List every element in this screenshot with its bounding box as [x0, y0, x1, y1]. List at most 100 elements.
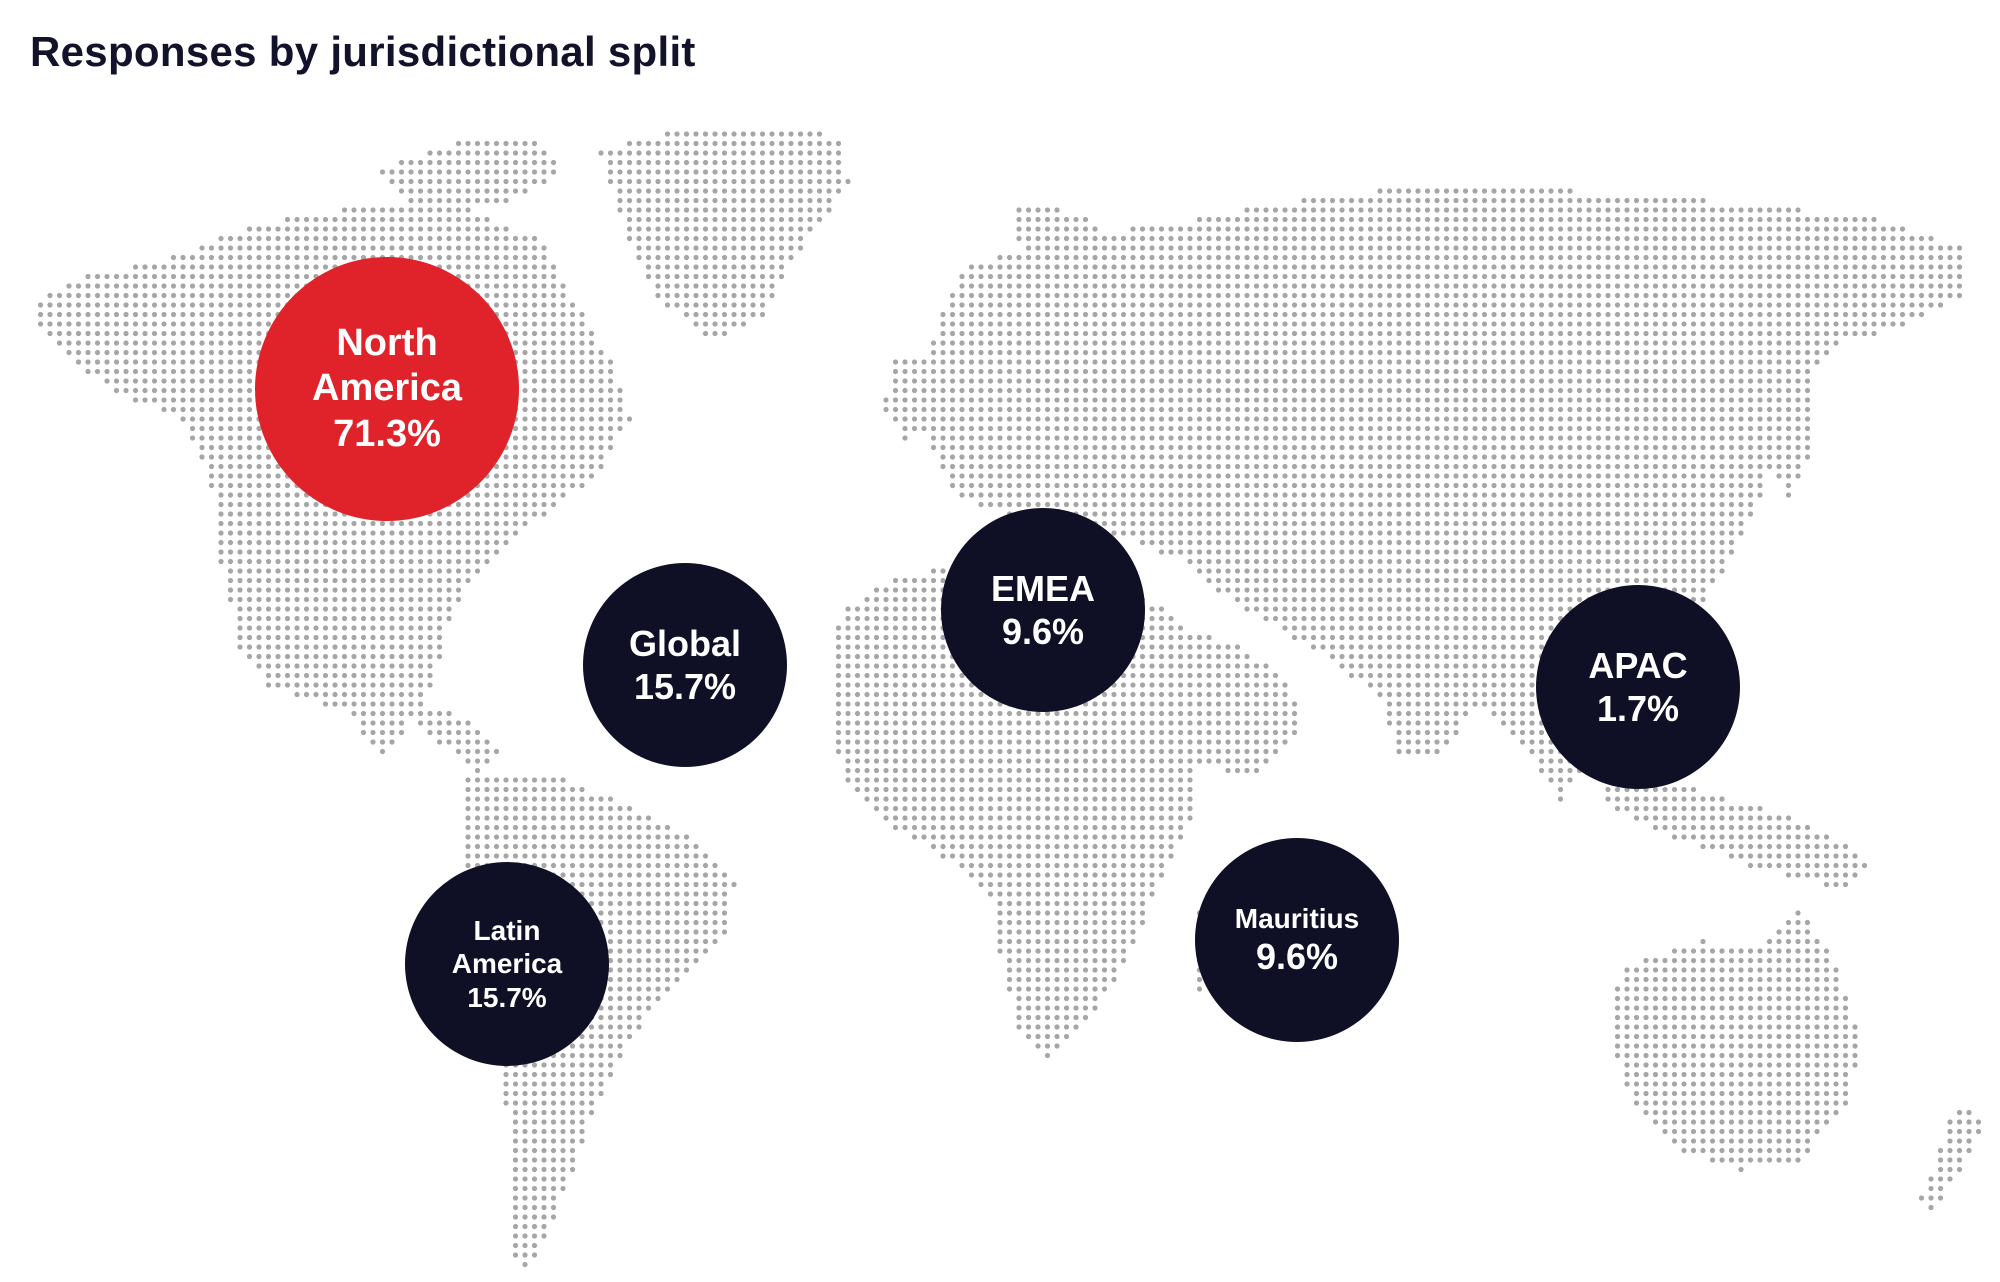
map-dot	[1681, 283, 1687, 289]
map-dot	[1567, 292, 1573, 299]
map-dot	[1624, 492, 1630, 498]
map-dot	[1690, 378, 1697, 384]
map-dot	[104, 359, 110, 365]
map-dot	[1405, 349, 1412, 356]
map-dot	[1795, 368, 1801, 375]
map-dot	[218, 292, 224, 299]
map-dot	[1044, 435, 1051, 441]
map-dot	[1215, 387, 1222, 394]
map-dot	[1282, 235, 1288, 242]
map-dot	[1700, 492, 1706, 498]
map-dot	[1700, 273, 1706, 280]
map-dot	[731, 207, 737, 213]
map-dot	[455, 150, 462, 156]
map-dot	[1092, 454, 1098, 460]
map-dot	[1244, 473, 1250, 479]
map-dot	[85, 292, 91, 299]
map-dot	[1662, 473, 1668, 479]
map-dot	[1500, 264, 1507, 270]
map-dot	[1671, 378, 1678, 384]
map-dot	[1662, 492, 1668, 498]
map-dot	[1054, 397, 1060, 403]
map-dot	[1215, 463, 1222, 470]
map-dot	[1462, 245, 1469, 251]
map-dot	[1329, 264, 1336, 270]
map-dot	[1510, 245, 1516, 251]
map-dot	[1567, 473, 1573, 479]
map-dot	[1776, 311, 1782, 318]
map-dot	[645, 216, 652, 223]
map-dot	[512, 235, 519, 242]
map-dot	[199, 245, 205, 251]
map-dot	[1548, 283, 1554, 289]
map-dot	[959, 311, 965, 318]
map-dot	[1766, 273, 1773, 280]
map-dot	[674, 169, 680, 175]
map-dot	[1415, 454, 1421, 460]
map-dot	[1082, 378, 1089, 384]
map-dot	[1918, 235, 1925, 242]
map-dot	[740, 216, 747, 223]
map-dot	[1709, 273, 1716, 280]
map-dot	[550, 473, 557, 479]
map-dot	[968, 368, 975, 375]
map-dot	[569, 321, 576, 327]
map-dot	[246, 264, 253, 270]
map-dot	[503, 197, 509, 204]
map-dot	[455, 216, 462, 223]
map-dot	[1253, 349, 1260, 356]
map-dot	[1225, 283, 1231, 289]
map-dot	[778, 264, 785, 270]
map-dot	[693, 321, 699, 327]
map-dot	[1462, 463, 1469, 470]
map-dot	[1567, 197, 1573, 204]
map-dot	[237, 425, 243, 432]
map-dot	[1092, 368, 1098, 375]
map-dot	[778, 216, 785, 223]
map-dot	[1766, 311, 1773, 318]
map-dot	[1709, 311, 1716, 318]
map-dot	[712, 254, 718, 261]
map-dot	[1006, 416, 1013, 422]
map-dot	[1272, 226, 1279, 232]
map-dot	[1928, 273, 1934, 280]
map-dot	[1244, 340, 1250, 346]
map-dot	[664, 216, 671, 223]
map-dot	[1766, 226, 1773, 232]
map-dot	[1111, 245, 1117, 251]
map-dot	[921, 397, 927, 403]
map-dot	[560, 416, 566, 422]
map-dot	[1291, 235, 1298, 242]
map-dot	[1377, 302, 1383, 308]
map-dot	[769, 188, 775, 194]
map-dot	[959, 330, 965, 337]
map-dot	[1358, 321, 1364, 327]
map-dot	[1329, 226, 1336, 232]
map-dot	[531, 359, 538, 365]
map-dot	[1367, 473, 1374, 479]
map-dot	[1605, 463, 1611, 470]
map-dot	[180, 321, 186, 327]
map-dot	[1320, 368, 1326, 375]
map-dot	[1633, 311, 1640, 318]
map-dot	[189, 283, 196, 289]
map-dot	[1234, 283, 1241, 289]
map-dot	[1557, 492, 1564, 498]
map-dot	[1082, 283, 1089, 289]
map-dot	[512, 245, 519, 251]
map-dot	[1776, 216, 1782, 223]
map-dot	[645, 235, 652, 242]
map-dot	[1386, 197, 1393, 204]
map-dot	[1339, 397, 1345, 403]
map-dot	[1329, 425, 1336, 432]
map-dot	[1424, 425, 1431, 432]
map-dot	[446, 188, 452, 194]
map-dot	[1510, 254, 1516, 261]
map-dot	[1301, 378, 1307, 384]
map-dot	[617, 406, 623, 413]
map-dot	[1871, 245, 1877, 251]
map-dot	[275, 302, 281, 308]
map-dot	[275, 226, 281, 232]
map-dot	[1595, 216, 1602, 223]
map-dot	[636, 235, 642, 242]
